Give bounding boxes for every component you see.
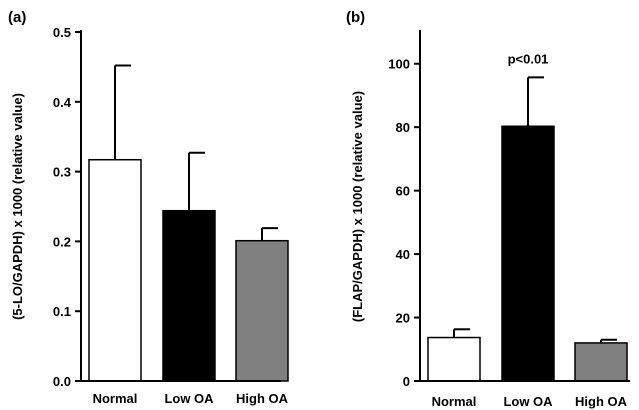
panel-a-y-tick-label: 0.2: [53, 234, 71, 249]
panel-a-category-label: Normal: [93, 391, 138, 406]
panel-b-y-tick-label: 60: [396, 184, 410, 199]
panel-b-y-tick-label: 0: [403, 374, 410, 389]
panel-a-y-tick-label: 0.5: [53, 25, 71, 40]
panel-b-y-tick-label: 40: [396, 247, 410, 262]
panel-a-y-tick-label: 0.3: [53, 165, 71, 180]
panel-b-category-label: High OA: [575, 394, 628, 409]
panel-a-bar-normal: [88, 158, 142, 382]
panel-b-category-label: Normal: [432, 394, 477, 409]
panel-b-bar-high-oa: [574, 342, 628, 382]
panel-b-significance-annotation: p<0.01: [508, 51, 549, 66]
panel-a-panel-label: (a): [8, 9, 26, 26]
panel-b-category-label: Low OA: [503, 394, 553, 409]
panel-a-y-axis-title: (5-LO/GAPDH) x 1000 (relative value): [10, 93, 25, 320]
panel-a-category-label: Low OA: [164, 391, 214, 406]
panel-b-y-tick-label: 100: [388, 57, 410, 72]
panel-b-bar-normal: [427, 336, 481, 382]
panel-b-y-tick-label: 80: [396, 120, 410, 135]
panel-b-y-tick-label: 20: [396, 311, 410, 326]
panel-a-y-tick-label: 0.4: [53, 95, 72, 110]
panel-a-bar-high-oa: [235, 239, 289, 382]
panel-a-y-tick-label: 0.0: [53, 374, 71, 389]
panel-b-chart: (b) (FLAP/GAPDH) x 1000 (relative value) 0…: [346, 9, 630, 409]
panel-a-category-label: High OA: [236, 391, 289, 406]
panel-a-bar-low-oa: [162, 209, 216, 382]
panel-a-chart: (a) (5-LO/GAPDH) x 1000 (relative value) 0…: [8, 9, 289, 406]
panel-a-y-tick-label: 0.1: [53, 304, 71, 319]
panel-b-y-axis-title: (FLAP/GAPDH) x 1000 (relative value): [350, 91, 365, 322]
panel-b-bar-low-oa: [501, 125, 555, 382]
panel-b-panel-label: (b): [346, 9, 365, 26]
